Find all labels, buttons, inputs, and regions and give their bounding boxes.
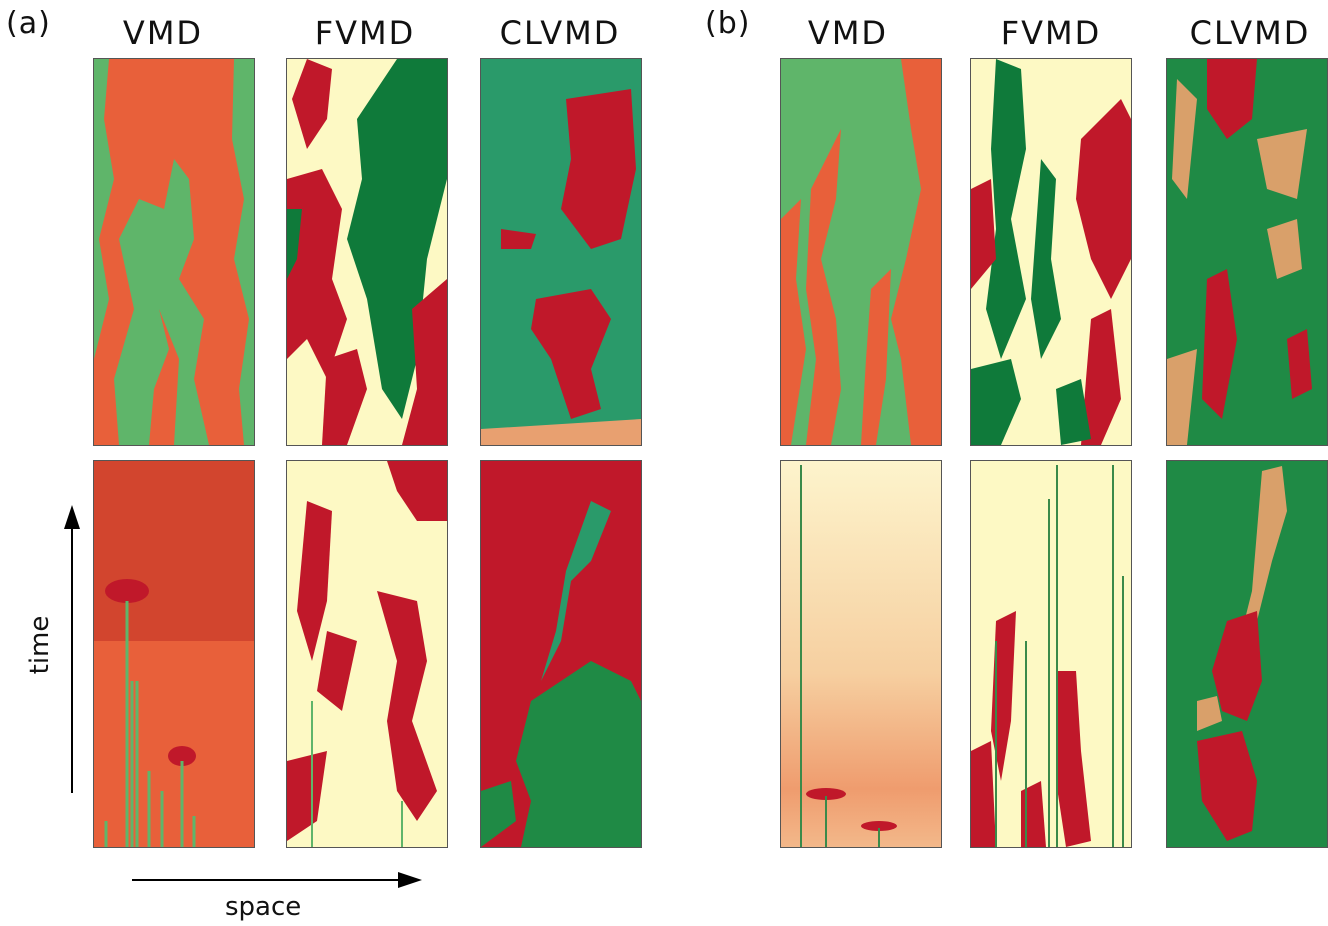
column-header-vmd-b: VMD [807, 14, 889, 52]
column-header-clvmd-a: CLVMD [499, 14, 621, 52]
panel-a-top-vmd [93, 58, 255, 446]
panel-b-top-vmd [780, 58, 942, 446]
column-header-fvmd-b: FVMD [1000, 14, 1102, 52]
panel-a-top-clvmd [480, 58, 642, 446]
column-header-vmd-a: VMD [122, 14, 204, 52]
space-axis-label: space [225, 892, 302, 922]
panel-a-bottom-vmd [93, 460, 255, 848]
panel-b-top-clvmd [1166, 58, 1328, 446]
space-axis-arrow [130, 870, 422, 890]
panel-a-label: (a) [6, 6, 51, 41]
panel-a-bottom-fvmd [286, 460, 448, 848]
panel-b-bottom-vmd [780, 460, 942, 848]
time-axis-arrow [62, 505, 82, 795]
panel-b-bottom-fvmd [970, 460, 1132, 848]
panel-a-bottom-clvmd [480, 460, 642, 848]
column-header-clvmd-b: CLVMD [1189, 14, 1311, 52]
time-axis-label: time [25, 615, 55, 675]
panel-b-bottom-clvmd [1166, 460, 1328, 848]
panel-b-label: (b) [705, 6, 751, 41]
panel-b-top-fvmd [970, 58, 1132, 446]
column-header-fvmd-a: FVMD [314, 14, 416, 52]
panel-a-top-fvmd [286, 58, 448, 446]
